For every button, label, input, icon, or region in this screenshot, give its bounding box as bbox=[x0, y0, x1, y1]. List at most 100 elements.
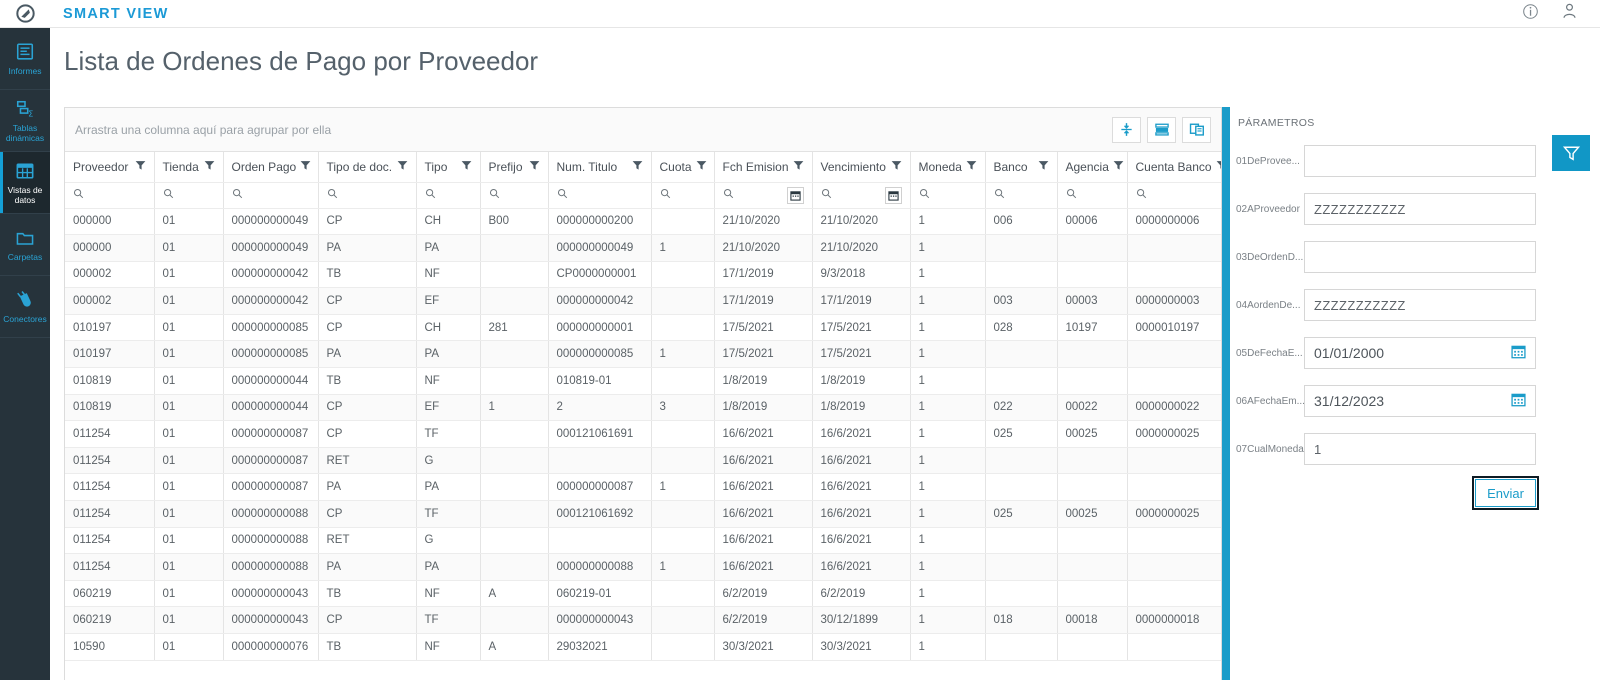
column-filter-icon[interactable] bbox=[793, 160, 804, 171]
column-filter-cell[interactable] bbox=[154, 182, 224, 209]
column-header-moneda[interactable]: Moneda bbox=[910, 152, 986, 183]
scrollbar-thumb[interactable] bbox=[1222, 107, 1230, 680]
column-filter-cell[interactable] bbox=[985, 182, 1058, 209]
app-logo[interactable] bbox=[0, 0, 50, 28]
search-icon[interactable] bbox=[425, 188, 436, 202]
search-icon[interactable] bbox=[994, 188, 1005, 202]
column-filter-cell[interactable] bbox=[1127, 182, 1221, 209]
column-header-proveedor[interactable]: Proveedor bbox=[65, 152, 155, 183]
column-filter-icon[interactable] bbox=[1038, 160, 1049, 174]
group-by-drop-area[interactable]: Arrastra una columna aquí para agrupar p… bbox=[65, 108, 1221, 152]
search-icon[interactable] bbox=[73, 188, 84, 202]
column-header-vencimiento[interactable]: Vencimiento bbox=[812, 152, 911, 183]
column-filter-icon[interactable] bbox=[1216, 160, 1220, 174]
search-icon[interactable] bbox=[1066, 188, 1077, 202]
export-icon[interactable] bbox=[1147, 116, 1176, 143]
table-row[interactable]: 011254 01 000000000087 CP TF 000121061691 16/6… bbox=[65, 420, 1221, 448]
column-filter-icon[interactable] bbox=[135, 160, 146, 171]
column-filter-cell[interactable] bbox=[318, 182, 417, 209]
column-filter-icon[interactable] bbox=[204, 160, 215, 171]
column-filter-cell[interactable] bbox=[480, 182, 549, 209]
column-header-cuenta-banco[interactable]: Cuenta Banco bbox=[1127, 152, 1221, 183]
calendar-picker-button[interactable] bbox=[786, 186, 804, 204]
column-filter-icon[interactable] bbox=[696, 160, 707, 174]
sidebar-item-informes[interactable]: Informes bbox=[0, 28, 50, 90]
column-filter-cell[interactable] bbox=[65, 182, 155, 209]
column-filter-icon[interactable] bbox=[397, 160, 408, 174]
calendar-icon[interactable] bbox=[789, 190, 801, 201]
column-filter-icon[interactable] bbox=[300, 160, 311, 171]
column-filter-cell[interactable] bbox=[223, 182, 319, 209]
table-row[interactable]: 011254 01 000000000087 RET G 16/6/2021 16/6/20… bbox=[65, 447, 1221, 475]
column-header-tipo-de-doc[interactable]: Tipo de doc. bbox=[318, 152, 417, 183]
table-row[interactable]: 060219 01 000000000043 CP TF 000000000043 6/2/… bbox=[65, 606, 1221, 634]
table-row[interactable]: 011254 01 000000000088 CP TF 000121061692 16/6… bbox=[65, 500, 1221, 528]
column-filter-cell[interactable] bbox=[910, 182, 986, 209]
column-filter-icon[interactable] bbox=[891, 160, 902, 174]
column-filter-icon[interactable] bbox=[793, 160, 804, 174]
column-filter-cell[interactable] bbox=[1057, 182, 1128, 209]
parameter-input-7[interactable]: 1 bbox=[1304, 433, 1536, 465]
table-row[interactable]: 000002 01 000000000042 TB NF CP0000000001 17/1… bbox=[65, 261, 1221, 289]
table-row[interactable]: 010197 01 000000000085 CP CH 281 000000000001 1… bbox=[65, 314, 1221, 342]
column-header-tipo[interactable]: Tipo bbox=[416, 152, 481, 183]
column-filter-icon[interactable] bbox=[966, 160, 977, 174]
column-filter-icon[interactable] bbox=[529, 160, 540, 171]
table-row[interactable]: 010819 01 000000000044 TB NF 010819-01 1/8/201… bbox=[65, 367, 1221, 395]
submit-button[interactable]: Enviar bbox=[1472, 476, 1539, 510]
user-icon[interactable] bbox=[1561, 2, 1578, 25]
parameter-input-4[interactable]: ZZZZZZZZZZZ bbox=[1304, 289, 1536, 321]
calendar-icon[interactable] bbox=[887, 190, 899, 201]
calendar-icon[interactable] bbox=[1511, 392, 1526, 410]
table-row[interactable]: 011254 01 000000000087 PA PA 000000000087 1 16/… bbox=[65, 473, 1221, 502]
search-icon[interactable] bbox=[919, 188, 930, 202]
column-header-agencia[interactable]: Agencia bbox=[1057, 152, 1128, 183]
search-icon[interactable] bbox=[557, 188, 568, 202]
search-icon[interactable] bbox=[1136, 188, 1147, 202]
column-filter-icon[interactable] bbox=[529, 160, 540, 174]
sidebar-item-vistas-de-datos[interactable]: Vistas de datos bbox=[0, 152, 50, 214]
search-icon[interactable] bbox=[489, 188, 500, 202]
search-icon[interactable] bbox=[327, 188, 338, 202]
table-row[interactable]: 011254 01 000000000088 RET G 16/6/2021 16/6/20… bbox=[65, 527, 1221, 555]
column-filter-icon[interactable] bbox=[461, 160, 472, 174]
column-filter-cell[interactable] bbox=[548, 182, 652, 209]
column-filter-icon[interactable] bbox=[966, 160, 977, 171]
search-icon[interactable] bbox=[660, 188, 671, 202]
filter-panel-toggle-button[interactable] bbox=[1552, 135, 1590, 171]
sidebar-item-carpetas[interactable]: Carpetas bbox=[0, 214, 50, 276]
column-header-orden-pago[interactable]: Orden Pago bbox=[223, 152, 319, 183]
column-filter-icon[interactable] bbox=[204, 160, 215, 174]
search-icon[interactable] bbox=[821, 188, 832, 202]
info-icon[interactable] bbox=[1522, 3, 1539, 25]
parameter-input-5[interactable]: 01/01/2000 bbox=[1304, 337, 1536, 369]
table-row[interactable]: 000002 01 000000000042 CP EF 000000000042 17/1… bbox=[65, 287, 1221, 315]
column-filter-icon[interactable] bbox=[632, 160, 643, 171]
column-filter-icon[interactable] bbox=[1113, 160, 1124, 171]
table-row[interactable]: 10590 01 000000000076 TB NF A 29032021 30/3/202… bbox=[65, 633, 1221, 661]
column-filter-cell[interactable] bbox=[651, 182, 715, 209]
column-filter-icon[interactable] bbox=[397, 160, 408, 171]
parameter-input-2[interactable]: ZZZZZZZZZZZ bbox=[1304, 193, 1536, 225]
table-row[interactable]: 060219 01 000000000043 TB NF A 060219-01 6/2/20… bbox=[65, 580, 1221, 608]
expand-collapse-icon[interactable] bbox=[1112, 116, 1141, 143]
column-header-banco[interactable]: Banco bbox=[985, 152, 1058, 183]
column-filter-icon[interactable] bbox=[891, 160, 902, 171]
column-header-fch-emision[interactable]: Fch Emision bbox=[714, 152, 813, 183]
copy-columns-icon[interactable] bbox=[1182, 116, 1211, 143]
column-filter-icon[interactable] bbox=[696, 160, 707, 171]
column-header-cuota[interactable]: Cuota bbox=[651, 152, 715, 183]
calendar-picker-button[interactable] bbox=[884, 186, 902, 204]
column-filter-icon[interactable] bbox=[1113, 160, 1124, 174]
column-filter-icon[interactable] bbox=[300, 160, 311, 174]
sidebar-item-tablas-dinamicas[interactable]: Σ Tablas dinámicas bbox=[0, 90, 50, 152]
column-filter-cell[interactable] bbox=[416, 182, 481, 209]
parameter-input-3[interactable] bbox=[1304, 241, 1536, 273]
table-row[interactable]: 000000 01 000000000049 PA PA 000000000049 1 21/… bbox=[65, 234, 1221, 262]
search-icon[interactable] bbox=[723, 188, 734, 202]
grid-vertical-scrollbar[interactable] bbox=[1222, 107, 1230, 680]
column-header-tienda[interactable]: Tienda bbox=[154, 152, 224, 183]
column-header-prefijo[interactable]: Prefijo bbox=[480, 152, 549, 183]
search-icon[interactable] bbox=[232, 188, 243, 202]
table-row[interactable]: 010197 01 000000000085 PA PA 000000000085 1 17/… bbox=[65, 340, 1221, 369]
